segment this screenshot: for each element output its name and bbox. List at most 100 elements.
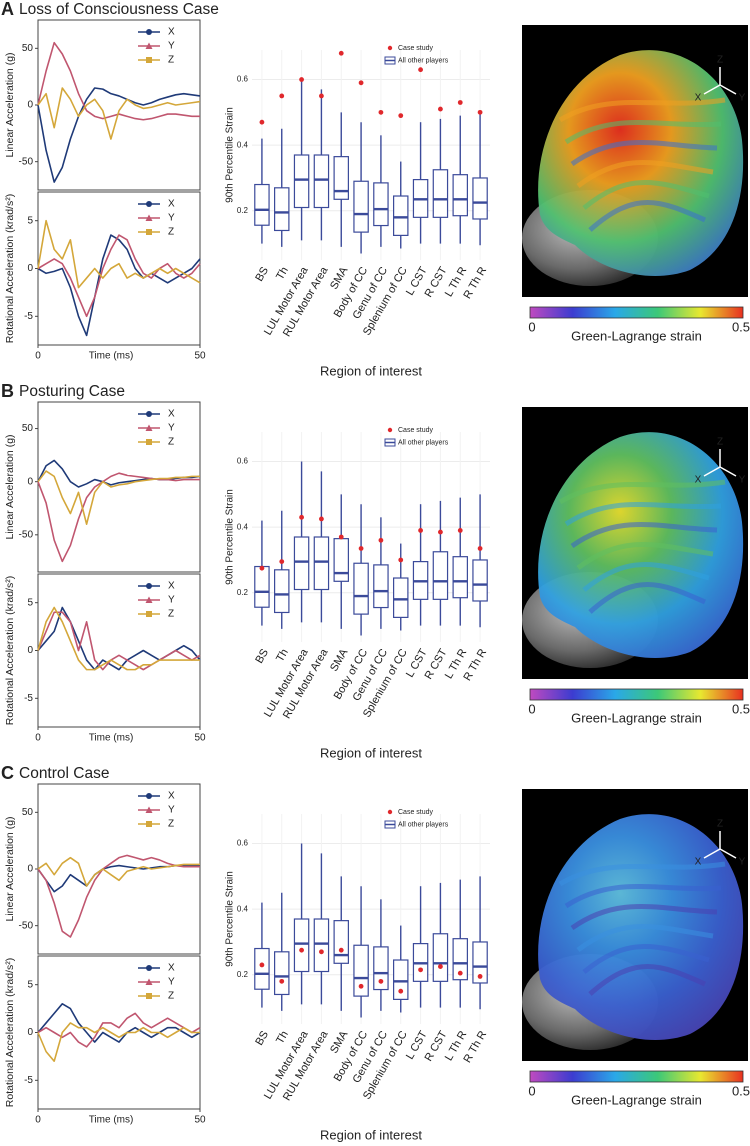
legend-label: All other players xyxy=(398,821,449,828)
legend-marker xyxy=(146,439,152,445)
brain-gyrus xyxy=(588,200,707,232)
box xyxy=(274,569,290,614)
panel-title: Loss of Consciousness Case xyxy=(19,1,219,18)
y-tick-label: 0 xyxy=(27,100,33,111)
box xyxy=(274,187,290,232)
legend-label: Y xyxy=(168,213,175,224)
legend-label: Z xyxy=(168,609,174,620)
series-line xyxy=(37,470,200,525)
y-tick-label: 0 xyxy=(27,476,33,487)
box xyxy=(293,154,310,209)
case-point xyxy=(418,528,423,533)
legend-marker xyxy=(387,809,393,815)
colorbar xyxy=(529,306,744,319)
box xyxy=(293,536,310,591)
y-tick-label: 0 xyxy=(27,1027,33,1038)
case-point xyxy=(299,514,304,520)
legend-label: X xyxy=(168,409,175,420)
case-point xyxy=(438,964,443,969)
plot-area xyxy=(252,432,490,642)
case-point xyxy=(358,546,364,551)
y-tick-label: -5 xyxy=(24,311,33,322)
x-tick-label: BS xyxy=(253,1029,271,1048)
brain-gyrus xyxy=(558,97,726,123)
series-line xyxy=(37,854,200,938)
series-line xyxy=(37,234,201,318)
legend-marker xyxy=(145,596,153,603)
legend-label: Y xyxy=(168,41,175,52)
brain-gyrus xyxy=(564,502,722,527)
case-point xyxy=(378,109,384,115)
series-line xyxy=(37,219,201,289)
box xyxy=(313,154,330,209)
x-tick-label: 50 xyxy=(194,1115,206,1126)
x-tick-label: BS xyxy=(253,647,271,666)
axis-label: Y xyxy=(739,475,746,486)
case-point xyxy=(338,534,344,540)
brain-gyrus xyxy=(564,884,722,909)
y-axis-label: Linear Acceleration (g) xyxy=(4,434,16,539)
brain-gyrus xyxy=(588,582,707,614)
y-tick-label: 0.6 xyxy=(237,75,249,84)
box xyxy=(452,938,468,981)
legend-label: Case study xyxy=(398,809,434,816)
panel-title: Control Case xyxy=(19,765,109,782)
legend-label: X xyxy=(168,27,175,38)
brain-gyrus xyxy=(564,120,722,145)
colorbar-tick-label: 0.5 xyxy=(732,701,750,716)
legend-marker xyxy=(146,965,152,971)
y-tick-label: 5 xyxy=(27,979,33,990)
case-point xyxy=(477,546,483,551)
series-line xyxy=(37,87,201,183)
brain-gyrus xyxy=(570,904,718,931)
case-point xyxy=(259,962,265,968)
y-axis-label: Rotational Acceleration (krad/s²) xyxy=(4,576,16,725)
colorbar xyxy=(529,688,744,701)
brain-gyrus xyxy=(582,180,710,210)
case-point xyxy=(259,119,265,125)
case-point xyxy=(338,50,344,56)
axis-arrow xyxy=(703,848,721,859)
legend-marker xyxy=(146,611,152,617)
legend-label: Z xyxy=(168,437,174,448)
box xyxy=(254,183,270,226)
legend-label: Y xyxy=(168,423,175,434)
x-tick-label: Th xyxy=(274,647,291,664)
y-tick-label: 0 xyxy=(27,864,33,875)
colorbar-tick-label: 0 xyxy=(528,701,535,716)
case-point xyxy=(319,949,324,955)
panel-letter: A xyxy=(1,0,14,19)
box xyxy=(353,944,369,997)
series-line xyxy=(37,234,201,337)
colorbar-tick-label: 0 xyxy=(528,319,535,334)
box xyxy=(274,951,290,996)
y-tick-label: 5 xyxy=(27,597,33,608)
panel-letter: C xyxy=(1,763,14,783)
x-tick-label: Th xyxy=(274,265,291,282)
box xyxy=(393,959,409,1000)
panel-title: Posturing Case xyxy=(19,383,125,400)
brain-gyrus xyxy=(576,542,714,570)
box xyxy=(373,946,389,991)
series-line xyxy=(37,606,200,671)
legend-marker xyxy=(146,993,152,999)
box xyxy=(373,564,389,609)
box xyxy=(432,551,449,600)
axis-label: Z xyxy=(717,819,723,830)
legend-marker xyxy=(146,583,152,589)
colorbar-tick-label: 0 xyxy=(528,1083,535,1098)
y-tick-label: 0.2 xyxy=(237,206,249,215)
brain-gyrus xyxy=(582,562,710,592)
colorbar-label: Green-Lagrange strain xyxy=(571,328,702,343)
legend-marker xyxy=(146,201,152,207)
y-tick-label: 0 xyxy=(27,645,33,656)
axis-label: Y xyxy=(739,857,746,868)
y-tick-label: 0.4 xyxy=(237,522,249,531)
brain-gyrus xyxy=(576,160,714,188)
legend-label: All other players xyxy=(398,439,449,446)
y-tick-label: -50 xyxy=(19,529,34,540)
series-line xyxy=(37,41,200,121)
box xyxy=(432,933,449,982)
case-point xyxy=(378,978,384,984)
axis-arrow xyxy=(719,848,737,859)
